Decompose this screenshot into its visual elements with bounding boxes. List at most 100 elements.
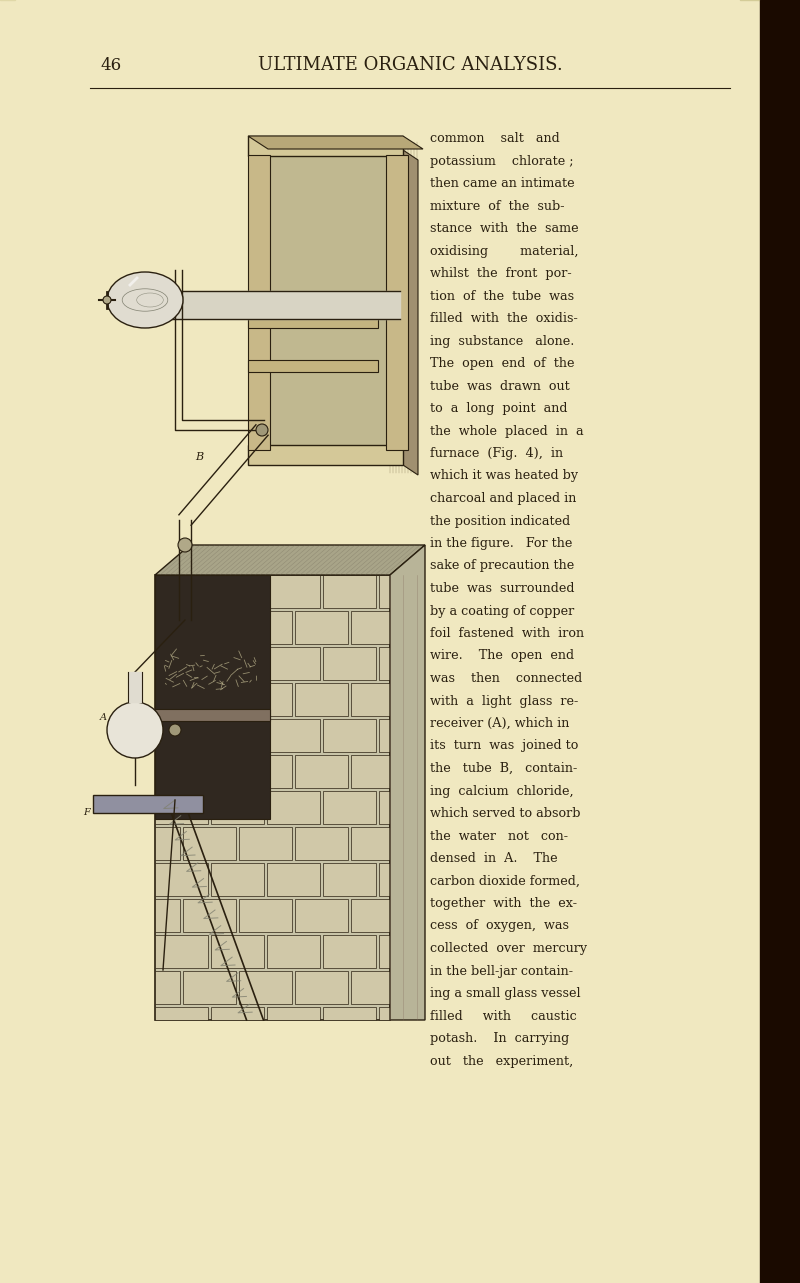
Text: sake of precaution the: sake of precaution the: [430, 559, 574, 572]
Bar: [351, 971, 390, 1005]
Bar: [155, 718, 208, 752]
Bar: [379, 1007, 390, 1020]
Bar: [379, 575, 390, 608]
Bar: [323, 1007, 376, 1020]
Bar: [267, 935, 320, 967]
Text: Fig. 4.: Fig. 4.: [393, 702, 403, 738]
Polygon shape: [388, 140, 418, 475]
Bar: [183, 611, 236, 644]
Bar: [323, 792, 376, 824]
Text: filled     with     caustic: filled with caustic: [430, 1010, 577, 1023]
Polygon shape: [93, 795, 203, 813]
Bar: [323, 863, 376, 896]
Bar: [183, 828, 236, 860]
Text: in the bell-jar contain-: in the bell-jar contain-: [430, 965, 573, 978]
Bar: [239, 754, 292, 788]
Bar: [248, 310, 378, 328]
Text: was    then    connected: was then connected: [430, 672, 582, 685]
Text: carbon dioxide formed,: carbon dioxide formed,: [430, 875, 580, 888]
Bar: [267, 1007, 320, 1020]
Text: together  with  the  ex-: together with the ex-: [430, 897, 577, 910]
Text: potassium    chlorate ;: potassium chlorate ;: [430, 154, 574, 168]
Bar: [155, 792, 208, 824]
Text: filled  with  the  oxidis-: filled with the oxidis-: [430, 312, 578, 325]
Bar: [183, 754, 236, 788]
Bar: [379, 647, 390, 680]
Polygon shape: [128, 672, 142, 702]
Bar: [760, 0, 800, 1283]
Bar: [351, 611, 390, 644]
Text: cess  of  oxygen,  was: cess of oxygen, was: [430, 920, 569, 933]
Circle shape: [256, 423, 268, 436]
Bar: [295, 683, 348, 716]
Text: The  open  end  of  the: The open end of the: [430, 357, 574, 370]
Bar: [183, 899, 236, 931]
Bar: [295, 611, 348, 644]
Text: whilst  the  front  por-: whilst the front por-: [430, 267, 572, 280]
Text: 46: 46: [100, 56, 121, 74]
Bar: [248, 361, 378, 372]
Bar: [351, 899, 390, 931]
Bar: [379, 718, 390, 752]
Text: tube  was  drawn  out: tube was drawn out: [430, 380, 570, 393]
Text: B: B: [195, 452, 203, 462]
Bar: [351, 828, 390, 860]
Text: F: F: [83, 808, 90, 817]
Text: its  turn  was  joined to: its turn was joined to: [430, 739, 578, 753]
Bar: [267, 647, 320, 680]
Text: collected  over  mercury: collected over mercury: [430, 942, 587, 955]
Bar: [239, 611, 292, 644]
Bar: [211, 792, 264, 824]
Bar: [295, 971, 348, 1005]
Text: ing  substance   alone.: ing substance alone.: [430, 335, 574, 348]
Text: stance  with  the  same: stance with the same: [430, 222, 578, 235]
Polygon shape: [248, 136, 423, 149]
Bar: [211, 863, 264, 896]
Text: to  a  long  point  and: to a long point and: [430, 402, 567, 414]
Bar: [155, 828, 180, 860]
Text: foil  fastened  with  iron: foil fastened with iron: [430, 627, 584, 640]
Bar: [155, 575, 270, 819]
Bar: [267, 718, 320, 752]
Bar: [248, 136, 403, 157]
Text: which it was heated by: which it was heated by: [430, 470, 578, 482]
Bar: [155, 575, 208, 608]
Bar: [248, 155, 270, 450]
Bar: [155, 709, 270, 721]
Text: ULTIMATE ORGANIC ANALYSIS.: ULTIMATE ORGANIC ANALYSIS.: [258, 56, 562, 74]
Text: ing a small glass vessel: ing a small glass vessel: [430, 987, 581, 999]
Circle shape: [107, 702, 163, 758]
Text: by a coating of copper: by a coating of copper: [430, 604, 574, 617]
Bar: [295, 754, 348, 788]
Polygon shape: [390, 545, 425, 1020]
Text: wire.    The  open  end: wire. The open end: [430, 649, 574, 662]
Circle shape: [103, 296, 111, 304]
Bar: [155, 683, 180, 716]
Text: tube  was  surrounded: tube was surrounded: [430, 582, 574, 595]
Bar: [239, 899, 292, 931]
Bar: [183, 683, 236, 716]
Text: receiver (A), which in: receiver (A), which in: [430, 717, 570, 730]
Bar: [155, 935, 208, 967]
Bar: [248, 445, 403, 464]
Bar: [239, 683, 292, 716]
Bar: [211, 1007, 264, 1020]
Ellipse shape: [107, 272, 183, 328]
Text: the  water   not   con-: the water not con-: [430, 830, 568, 843]
Bar: [155, 971, 180, 1005]
Bar: [295, 828, 348, 860]
Bar: [155, 647, 208, 680]
Bar: [155, 863, 208, 896]
Text: which served to absorb: which served to absorb: [430, 807, 581, 820]
Text: oxidising        material,: oxidising material,: [430, 245, 578, 258]
Text: tion  of  the  tube  was: tion of the tube was: [430, 290, 574, 303]
Bar: [386, 155, 408, 450]
Bar: [155, 899, 180, 931]
Bar: [211, 718, 264, 752]
Bar: [267, 792, 320, 824]
Bar: [267, 863, 320, 896]
Text: A: A: [100, 713, 107, 722]
Bar: [155, 611, 180, 644]
Text: out   the   experiment,: out the experiment,: [430, 1055, 574, 1067]
Bar: [211, 647, 264, 680]
